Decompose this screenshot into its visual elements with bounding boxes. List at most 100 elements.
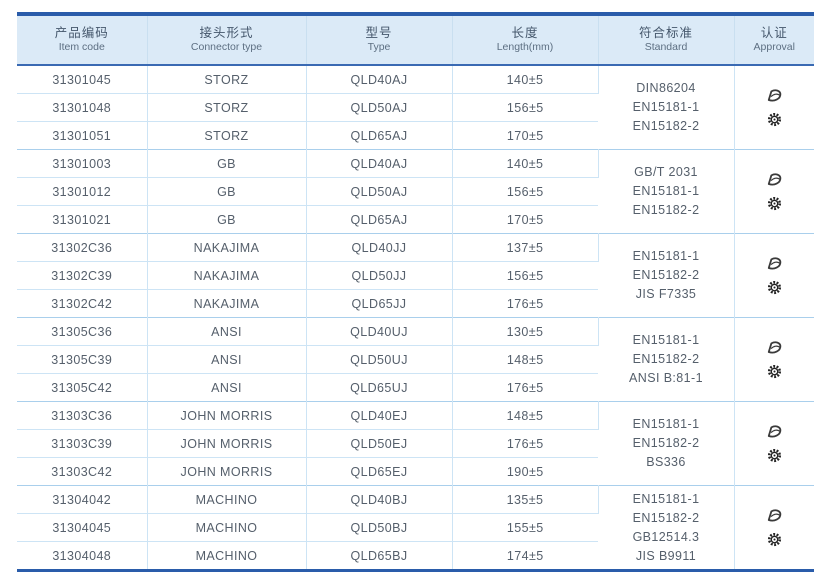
- standard-cell: EN15181-1 EN15182-2 BS336: [598, 401, 735, 486]
- table-body: 31301045 STORZ QLD40AJ 140±5 DIN86204 EN15181…: [17, 65, 814, 571]
- approval-cell: [734, 65, 814, 150]
- table-row: 31302C39 NAKAJIMA QLD50JJ 156±5: [17, 261, 814, 290]
- standard-line: EN15182-2: [632, 436, 700, 450]
- approval-icon-stack: [739, 256, 811, 295]
- header-connector-type-zh: 接头形式: [199, 26, 254, 40]
- item-code-cell: 31303C36: [17, 401, 148, 430]
- type-cell: QLD50AJ: [306, 177, 453, 206]
- header-item-code: 产品编码 Item code: [17, 14, 148, 66]
- length-cell: 140±5: [452, 65, 599, 94]
- standard-cell: DIN86204 EN15181-1 EN15182-2: [598, 65, 735, 150]
- standard-line: JIS B9911: [635, 548, 697, 563]
- wheelmark-icon: [767, 196, 781, 211]
- standard-cell: EN15181-1 EN15182-2 GB12514.3 JIS B9911: [598, 485, 735, 571]
- cert-logo-icon: [768, 257, 782, 270]
- connector-type-cell: JOHN MORRIS: [147, 401, 307, 430]
- standard-cell: EN15181-1 EN15182-2 JIS F7335: [598, 233, 735, 318]
- header-type: 型号 Type: [306, 14, 453, 66]
- standard-cell: EN15181-1 EN15182-2 ANSI B:81-1: [598, 317, 735, 402]
- table-row: 31301051 STORZ QLD65AJ 170±5: [17, 121, 814, 150]
- item-code-cell: 31301003: [17, 149, 148, 178]
- approval-icon-stack: [739, 424, 811, 463]
- header-standard-zh: 符合标准: [638, 26, 693, 40]
- table-header: 产品编码 Item code 接头形式 Connector type 型号 Ty…: [17, 14, 814, 66]
- length-cell: 174±5: [452, 541, 598, 571]
- length-cell: 155±5: [452, 513, 598, 542]
- length-cell: 156±5: [452, 93, 598, 122]
- header-type-en: Type: [367, 41, 391, 53]
- connector-type-cell: MACHINO: [147, 485, 307, 514]
- cert-logo-icon: [768, 509, 782, 522]
- table-row: 31304045 MACHINO QLD50BJ 155±5: [17, 513, 814, 542]
- header-standard-en: Standard: [644, 41, 688, 53]
- table-row: 31303C42 JOHN MORRIS QLD65EJ 190±5: [17, 457, 814, 486]
- standard-line: EN15182-2: [632, 119, 700, 133]
- length-cell: 135±5: [452, 485, 599, 514]
- type-cell: QLD65AJ: [306, 205, 453, 234]
- connector-type-cell: JOHN MORRIS: [147, 429, 307, 458]
- standard-line: JIS F7335: [635, 287, 697, 301]
- length-cell: 190±5: [452, 457, 598, 486]
- length-cell: 176±5: [452, 289, 598, 318]
- table-row: 31302C36 NAKAJIMA QLD40JJ 137±5 EN15181-1 EN1…: [17, 233, 814, 318]
- connector-type-cell: STORZ: [147, 93, 307, 122]
- header-approval-zh: 认证: [760, 26, 788, 40]
- approval-icon-stack: [739, 340, 811, 379]
- standard-line: EN15181-1: [632, 249, 700, 263]
- connector-type-cell: MACHINO: [147, 541, 307, 571]
- connector-type-cell: NAKAJIMA: [147, 233, 307, 262]
- item-code-cell: 31301012: [17, 177, 148, 206]
- standard-cell: GB/T 2031 EN15181-1 EN15182-2: [598, 149, 735, 234]
- type-cell: QLD40AJ: [306, 65, 453, 94]
- table-row: 31303C36 JOHN MORRIS QLD40EJ 148±5 EN15181-1…: [17, 401, 814, 486]
- standard-line: GB12514.3: [632, 529, 700, 544]
- header-item-code-zh: 产品编码: [54, 26, 109, 40]
- table-row: 31304042 MACHINO QLD40BJ 135±5 EN15181-1 EN15…: [17, 485, 814, 571]
- connector-type-cell: GB: [147, 177, 307, 206]
- header-connector-type: 接头形式 Connector type: [147, 14, 307, 66]
- type-cell: QLD40EJ: [306, 401, 453, 430]
- connector-type-cell: JOHN MORRIS: [147, 457, 307, 486]
- standard-line: EN15182-2: [632, 352, 700, 366]
- approval-icon-stack: [739, 88, 811, 127]
- cert-logo-icon: [768, 341, 782, 354]
- cert-logo-icon: [768, 173, 782, 186]
- item-code-cell: 31304048: [17, 541, 148, 571]
- item-code-cell: 31301051: [17, 121, 148, 150]
- standard-line: EN15181-1: [632, 184, 700, 198]
- type-cell: QLD40JJ: [306, 233, 453, 262]
- approval-cell: [734, 233, 814, 318]
- header-type-zh: 型号: [365, 26, 393, 40]
- table-row: 31304048 MACHINO QLD65BJ 174±5: [17, 541, 814, 571]
- type-cell: QLD65AJ: [306, 121, 453, 150]
- standard-line: EN15182-2: [632, 203, 700, 217]
- item-code-cell: 31301048: [17, 93, 148, 122]
- table-row: 31301048 STORZ QLD50AJ 156±5: [17, 93, 814, 122]
- item-code-cell: 31304045: [17, 513, 148, 542]
- table-row: 31301012 GB QLD50AJ 156±5: [17, 177, 814, 206]
- length-cell: 156±5: [452, 177, 598, 206]
- length-cell: 137±5: [452, 233, 599, 262]
- header-approval: 认证 Approval: [734, 14, 814, 66]
- wheelmark-icon: [767, 280, 781, 295]
- type-cell: QLD50BJ: [306, 513, 453, 542]
- item-code-cell: 31302C42: [17, 289, 148, 318]
- header-length: 长度 Length(mm): [452, 14, 599, 66]
- header-length-zh: 长度: [511, 26, 539, 40]
- connector-type-cell: ANSI: [147, 317, 307, 346]
- item-code-cell: 31304042: [17, 485, 148, 514]
- wheelmark-icon: [767, 532, 781, 547]
- wheelmark-icon: [767, 448, 781, 463]
- standard-line: EN15182-2: [632, 268, 700, 282]
- item-code-cell: 31302C39: [17, 261, 148, 290]
- standard-line: EN15181-1: [632, 100, 700, 114]
- table-row: 31305C36 ANSI QLD40UJ 130±5 EN15181-1 EN15182…: [17, 317, 814, 402]
- type-cell: QLD40UJ: [306, 317, 453, 346]
- connector-type-cell: STORZ: [147, 65, 307, 94]
- table-row: 31301003 GB QLD40AJ 140±5 GB/T 2031 EN15181-1…: [17, 149, 814, 234]
- item-code-cell: 31303C39: [17, 429, 148, 458]
- length-cell: 176±5: [452, 373, 598, 402]
- table-row: 31305C42 ANSI QLD65UJ 176±5: [17, 373, 814, 402]
- item-code-cell: 31301045: [17, 65, 148, 94]
